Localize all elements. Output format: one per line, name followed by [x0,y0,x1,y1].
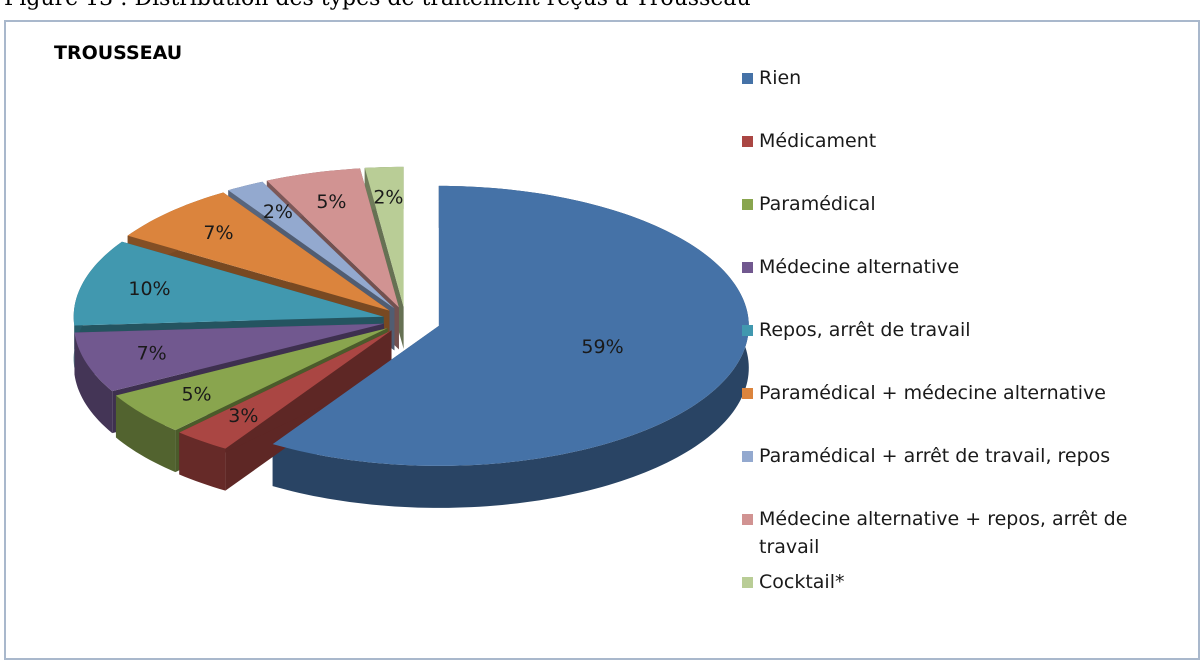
slice [115,328,388,431]
legend-item: Paramédical + arrêt de travail, repos [742,442,1162,505]
slice-wall [272,185,749,508]
data-label: 59% [581,336,623,358]
legend-label: Médecine alternative [759,256,960,278]
slice [127,192,390,311]
slice [364,166,404,307]
legend: Rien Médicament Paramédical Médecine altern… [742,64,1162,631]
slice-wall [74,332,113,434]
legend-swatch [742,325,753,336]
data-label: 5% [316,191,346,213]
slice-wall [115,395,176,473]
slice [266,168,399,308]
legend-item: Paramédical [742,190,1162,253]
data-label: 7% [203,222,233,244]
chart-title: TROUSSEAU [54,42,183,64]
data-label: 2% [373,186,403,208]
slice [74,323,384,392]
data-label: 7% [137,343,167,365]
legend-label: Cocktail* [759,571,845,593]
legend-label: Rien [759,67,802,89]
legend-item: Paramédical + médecine alternative [742,379,1162,442]
slice [179,330,392,449]
slice-wall [179,432,226,491]
legend-label: Médecine alternative + repos, arrêt de t… [759,508,1128,558]
legend-item: Rien [742,64,1162,127]
data-label: 10% [128,278,170,300]
legend-item: Médicament [742,127,1162,190]
legend-swatch [742,514,753,525]
legend-swatch [742,73,753,84]
data-label: 2% [263,201,293,223]
legend-swatch [742,136,753,147]
legend-label: Repos, arrêt de travail [759,319,971,341]
legend-swatch [742,262,753,273]
caption: Figure 13 : Distribution des types de tr… [4,0,751,11]
slice [272,185,749,466]
legend-item: Repos, arrêt de travail [742,316,1162,379]
data-label: 3% [228,405,258,427]
legend-label: Médicament [759,130,877,152]
legend-item: Médecine alternative [742,253,1162,316]
legend-label: Paramédical + médecine alternative [759,382,1106,404]
legend-swatch [742,388,753,399]
slice [228,181,395,309]
slice [73,241,384,326]
legend-label: Paramédical + arrêt de travail, repos [759,445,1111,467]
legend-item: Cocktail* [742,568,1162,631]
data-label: 5% [181,384,211,406]
legend-swatch [742,199,753,210]
legend-swatch [742,451,753,462]
legend-item: Médecine alternative + repos, arrêt de t… [742,505,1162,568]
legend-label: Paramédical [759,193,876,215]
legend-swatch [742,577,753,588]
